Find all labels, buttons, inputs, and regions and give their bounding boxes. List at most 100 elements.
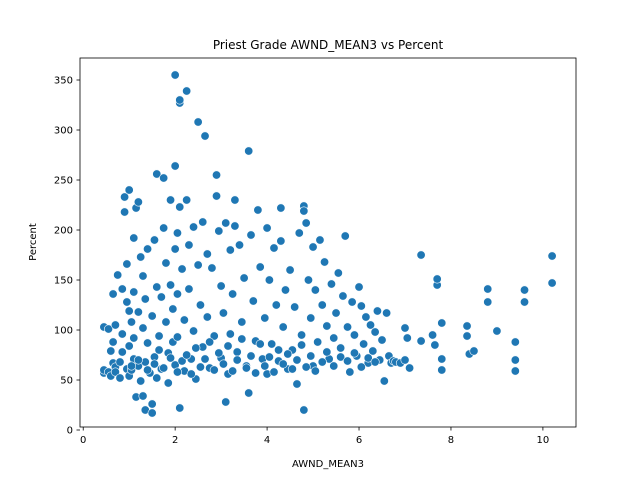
- x-axis: 0 2 4 6 8 10: [80, 427, 549, 446]
- scatter-point: [122, 297, 132, 307]
- scatter-point: [492, 326, 502, 336]
- scatter-point: [182, 350, 192, 360]
- scatter-point: [232, 355, 242, 365]
- x-tick-label: 4: [264, 435, 270, 446]
- scatter-point: [133, 197, 143, 207]
- scatter-point: [278, 359, 288, 369]
- scatter-point: [117, 347, 127, 357]
- scatter-point: [313, 337, 323, 347]
- scatter-point: [191, 343, 201, 353]
- scatter-point: [274, 345, 284, 355]
- scatter-point: [379, 376, 389, 386]
- scatter-point: [175, 403, 185, 413]
- scatter-point: [437, 365, 447, 375]
- scatter-point: [166, 353, 176, 363]
- scatter-point: [140, 294, 150, 304]
- scatter-point: [349, 330, 359, 340]
- scatter-point: [301, 362, 311, 372]
- scatter-point: [221, 218, 231, 228]
- scatter-point: [366, 320, 376, 330]
- scatter-point: [225, 245, 235, 255]
- scatter-point: [280, 285, 290, 295]
- scatter-point: [154, 331, 164, 341]
- scatter-point: [336, 343, 346, 353]
- scatter-point: [120, 192, 130, 202]
- scatter-point: [149, 359, 159, 369]
- y-axis: 0 50 100 150 200 250 300 350: [54, 76, 80, 437]
- scatter-point: [354, 282, 364, 292]
- scatter-point: [405, 363, 415, 373]
- scatter-point: [547, 278, 557, 288]
- scatter-point: [138, 323, 148, 333]
- scatter-point: [306, 351, 316, 361]
- scatter-point: [338, 291, 348, 301]
- scatter-point: [469, 346, 479, 356]
- scatter-point: [172, 367, 182, 377]
- scatter-point: [310, 285, 320, 295]
- scatter-point: [228, 289, 238, 299]
- scatter-point: [209, 365, 219, 375]
- scatter-point: [329, 361, 339, 371]
- scatter-point: [198, 217, 208, 227]
- scatter-point: [170, 161, 180, 171]
- scatter-point: [152, 169, 162, 179]
- scatter-point: [193, 260, 203, 270]
- scatter-point: [179, 315, 189, 325]
- chart-title: Priest Grade AWND_MEAN3 vs Percent: [213, 38, 444, 52]
- scatter-point: [400, 323, 410, 333]
- scatter-point: [166, 195, 176, 205]
- scatter-point: [138, 391, 148, 401]
- scatter-point: [149, 235, 159, 245]
- scatter-point: [301, 218, 311, 228]
- scatter-point: [547, 251, 557, 261]
- scatter-point: [129, 287, 139, 297]
- scatter-point: [315, 235, 325, 245]
- scatter-point: [267, 339, 277, 349]
- scatter-point: [143, 338, 153, 348]
- scatter-point: [161, 258, 171, 268]
- y-tick-label: 100: [54, 326, 73, 337]
- scatter-point: [225, 329, 235, 339]
- scatter-point: [260, 361, 270, 371]
- scatter-point: [205, 337, 215, 347]
- scatter-point: [336, 352, 346, 362]
- scatter-point: [347, 297, 357, 307]
- scatter-point: [212, 191, 222, 201]
- scatter-point: [239, 273, 249, 283]
- scatter-point: [214, 226, 224, 236]
- x-tick-label: 2: [172, 435, 178, 446]
- scatter-point: [308, 242, 318, 252]
- scatter-point: [246, 351, 256, 361]
- scatter-point: [483, 284, 493, 294]
- scatter-point: [129, 233, 139, 243]
- scatter-point: [244, 388, 254, 398]
- scatter-point: [329, 333, 339, 343]
- scatter-point: [175, 202, 185, 212]
- y-tick-label: 250: [54, 176, 73, 187]
- scatter-point: [416, 336, 426, 346]
- scatter-point: [207, 263, 217, 273]
- scatter-point: [290, 302, 300, 312]
- scatter-point: [189, 222, 199, 232]
- scatter-point: [310, 366, 320, 376]
- scatter-point: [356, 301, 366, 311]
- scatter-point: [182, 195, 192, 205]
- scatter-point: [124, 306, 134, 316]
- scatter-point: [306, 313, 316, 323]
- scatter-point: [218, 308, 228, 318]
- scatter-point: [349, 348, 359, 358]
- scatter-point: [400, 355, 410, 365]
- scatter-point: [251, 368, 261, 378]
- scatter-point: [195, 362, 205, 372]
- scatter-point: [138, 271, 148, 281]
- scatter-point: [126, 317, 136, 327]
- scatter-point: [113, 270, 123, 280]
- scatter-point: [520, 285, 530, 295]
- scatter-point: [108, 289, 118, 299]
- scatter-point: [115, 357, 125, 367]
- scatter-point: [209, 331, 219, 341]
- scatter-point: [161, 317, 171, 327]
- scatter-point: [510, 366, 520, 376]
- scatter-point: [166, 280, 176, 290]
